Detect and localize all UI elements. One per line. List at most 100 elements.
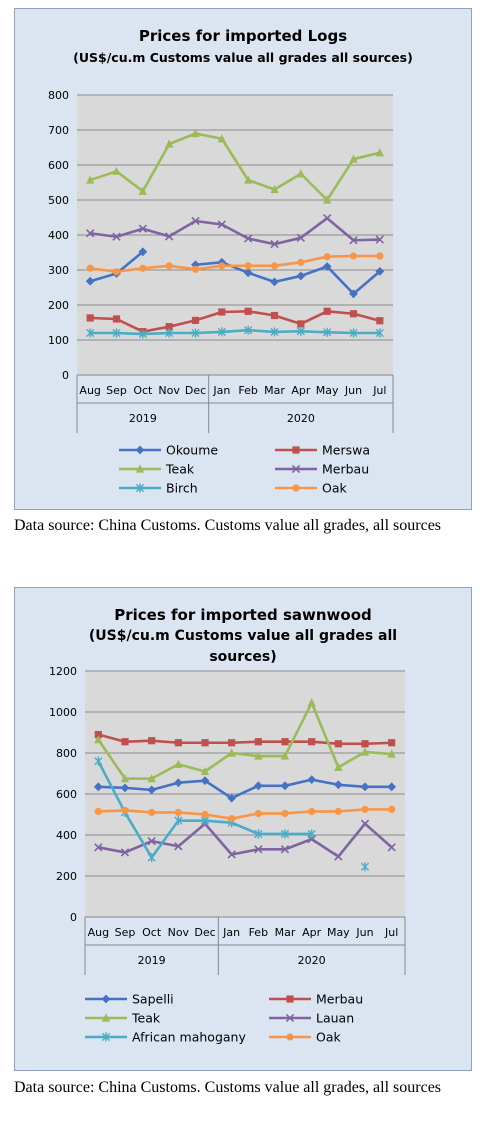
y-tick-label: 800 <box>48 89 69 102</box>
data-point <box>280 781 290 791</box>
series-line <box>98 808 392 820</box>
legend-marker <box>286 995 294 1003</box>
series-line <box>98 778 392 800</box>
data-point <box>323 307 331 315</box>
data-point <box>243 268 253 278</box>
legend-marker <box>135 483 145 493</box>
data-point <box>148 808 156 817</box>
data-point <box>376 252 384 260</box>
data-point <box>174 739 182 747</box>
data-point <box>112 315 121 323</box>
data-point <box>244 234 253 243</box>
x-tick-label: Jan <box>212 384 230 397</box>
data-point <box>360 782 370 792</box>
chart-title: Prices for imported sawnwood <box>114 606 372 624</box>
data-point <box>375 148 385 157</box>
data-point <box>360 819 370 828</box>
logs-plot: 0 100 200 300 400 500 600 700 800 Aug Sep Oct Nov Dec… <box>48 89 394 496</box>
legend-marker <box>286 1033 294 1041</box>
data-point <box>217 134 227 143</box>
legend-label: Birch <box>166 481 198 496</box>
y-tick-label: 500 <box>48 194 69 207</box>
data-point <box>349 154 358 163</box>
series-merbau <box>94 730 396 748</box>
data-point <box>243 175 253 184</box>
legend-label: Oak <box>316 1030 341 1045</box>
data-point <box>217 220 226 229</box>
legend-label: Merswa <box>322 443 370 458</box>
legend-label: Teak <box>165 462 195 477</box>
data-point <box>173 778 183 788</box>
data-point <box>296 271 306 281</box>
data-point <box>227 850 236 859</box>
data-point <box>139 264 147 272</box>
data-point <box>349 328 358 338</box>
data-point <box>308 807 316 816</box>
data-point <box>174 808 182 817</box>
x-tick-label: Dec <box>194 926 215 939</box>
x-tick-label: Jan <box>222 926 240 939</box>
data-point <box>388 739 396 747</box>
data-point <box>281 809 289 818</box>
data-point <box>308 738 316 746</box>
legend-marker <box>101 1032 111 1042</box>
x-tick-label: Jun <box>344 384 362 397</box>
data-point <box>296 326 305 336</box>
x-tick-label: Jun <box>355 926 373 939</box>
data-point <box>281 738 289 746</box>
x-tick-label: Aug <box>79 384 100 397</box>
data-point <box>138 247 148 257</box>
x-tick-label: Apr <box>302 926 322 939</box>
y-tick-label: 300 <box>48 264 69 277</box>
data-point <box>218 308 226 316</box>
x-tick-label: Feb <box>249 926 268 939</box>
legend-item: Teak <box>85 1011 161 1026</box>
year-label: 2019 <box>138 954 166 967</box>
data-point <box>270 184 279 194</box>
data-point <box>138 186 148 195</box>
y-tick-label: 0 <box>70 911 77 924</box>
data-point <box>361 805 369 813</box>
data-point <box>334 762 343 771</box>
sawnwood-plot: 0 200 400 600 800 1000 1200 Aug Sep Oct Nov Dec Jan F… <box>49 665 406 1045</box>
y-tick-label: 700 <box>48 124 69 137</box>
series-merbau <box>86 214 384 249</box>
data-point <box>307 829 316 839</box>
data-point <box>228 739 236 747</box>
y-tick-label: 100 <box>48 334 69 347</box>
data-point <box>349 289 358 299</box>
data-point <box>228 815 236 823</box>
year-label: 2020 <box>298 954 326 967</box>
data-point <box>375 267 385 276</box>
data-point <box>164 139 174 148</box>
series-line <box>89 254 380 274</box>
data-point <box>112 268 121 276</box>
series-line <box>97 701 392 780</box>
legend-item: Oak <box>275 481 347 496</box>
data-point <box>165 328 174 338</box>
data-point <box>148 737 156 745</box>
data-point <box>191 128 200 138</box>
data-point <box>254 809 262 818</box>
data-point <box>112 328 121 338</box>
data-point <box>147 836 156 846</box>
x-tick-label: Feb <box>238 384 257 397</box>
year-label: 2019 <box>129 412 157 425</box>
data-point <box>165 262 173 270</box>
data-point <box>165 323 173 331</box>
data-point <box>217 327 226 337</box>
x-tick-label: Oct <box>142 926 162 939</box>
legend-item: Merbau <box>269 992 363 1007</box>
data-point <box>174 759 183 768</box>
data-point <box>86 328 95 338</box>
data-point <box>334 852 343 861</box>
data-point <box>138 329 147 339</box>
data-point <box>85 175 95 184</box>
data-point <box>270 277 279 287</box>
x-tick-label: Jul <box>384 926 398 939</box>
series-oak <box>86 252 384 276</box>
legend-marker <box>135 464 145 473</box>
legend-label: Oak <box>322 481 347 496</box>
data-point <box>191 328 200 338</box>
legend-item: Okoume <box>119 443 218 458</box>
